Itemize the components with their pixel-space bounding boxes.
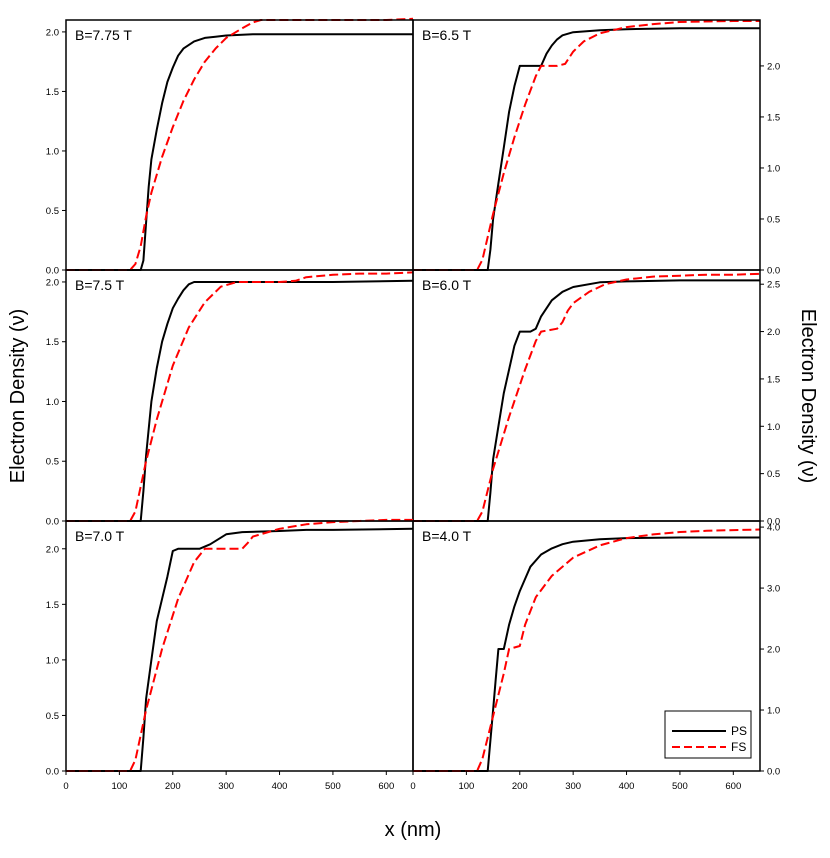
panel-2-ytick-label: 1.5 <box>767 112 780 123</box>
panel-6-xtick-label: 0 <box>410 781 415 792</box>
panel-5-series-fs <box>66 518 413 772</box>
x-axis-label: x (nm) <box>385 819 442 841</box>
panel-6-xtick-label: 400 <box>619 781 635 792</box>
panel-3-series-fs <box>66 271 414 522</box>
panel-1-frame <box>65 19 414 271</box>
panel-5-xtick-label: 500 <box>325 781 341 792</box>
legend-ps-label: PS <box>731 724 747 738</box>
panel-2-series-fs <box>413 20 760 271</box>
panel-3-frame <box>65 269 414 522</box>
panel-2-ytick-label: 0.0 <box>767 266 780 277</box>
panel-5-frame <box>65 520 414 772</box>
panel-4-ytick-label: 1.5 <box>767 374 780 385</box>
panel-6-ytick-label: 1.0 <box>767 706 780 717</box>
panel-5-ytick-label: 1.5 <box>46 600 59 611</box>
legend: PS FS <box>664 710 752 759</box>
panel-5-field-label: B=7.0 T <box>75 528 125 544</box>
panel-1-ytick-label: 0.0 <box>46 266 59 277</box>
panel-3-series-ps <box>66 279 414 522</box>
panel-4-series-fs <box>413 272 761 522</box>
panel-1-field-label: B=7.75 T <box>75 27 132 43</box>
panel-3-field-label: B=7.5 T <box>75 277 125 293</box>
panel-1-series-fs <box>66 17 414 271</box>
panel-6-xtick-label: 100 <box>458 781 474 792</box>
panel-6-field-label: B=4.0 T <box>422 528 472 544</box>
panel-5-ytick-label: 0.5 <box>46 711 59 722</box>
panel-5-xtick-label: 200 <box>165 781 181 792</box>
panel-4-series-ps <box>413 279 760 522</box>
panel-4-frame <box>412 269 761 522</box>
legend-box <box>664 710 752 759</box>
panel-1-ytick-label: 2.0 <box>46 27 59 38</box>
panel-6-series-ps <box>413 536 760 772</box>
panel-5-ytick-label: 2.0 <box>46 544 59 555</box>
panel-1-ytick-label: 1.0 <box>46 146 59 157</box>
panel-1-ytick-label: 1.5 <box>46 87 59 98</box>
panel-1-ytick-label: 0.5 <box>46 206 59 217</box>
panel-6-ytick-label: 3.0 <box>767 584 780 595</box>
panel-6-xtick-label: 200 <box>512 781 528 792</box>
legend-fs-label: FS <box>731 740 746 754</box>
panel-5-series-ps <box>66 527 414 772</box>
panel-5-xtick-label: 0 <box>63 781 68 792</box>
panel-2-ytick-label: 1.0 <box>767 163 780 174</box>
panel-2-ytick-label: 2.0 <box>767 61 780 72</box>
panel-5-xtick-label: 600 <box>378 781 394 792</box>
panel-6-ytick-label: 2.0 <box>767 645 780 656</box>
panel-2-field-label: B=6.5 T <box>422 27 472 43</box>
panel-4-ytick-label: 1.0 <box>767 422 780 433</box>
y-axis-label-left: Electron Density (ν) <box>7 309 29 484</box>
panel-2-series-ps <box>413 27 760 271</box>
panel-2-frame <box>412 19 761 271</box>
panel-4-ytick-label: 2.0 <box>767 327 780 338</box>
panel-4-ytick-label: 2.5 <box>767 280 780 291</box>
panel-4-ytick-label: 0.0 <box>767 517 780 528</box>
panel-6-ytick-label: 0.0 <box>767 767 780 778</box>
panel-4-field-label: B=6.0 T <box>422 277 472 293</box>
panel-2-ytick-label: 0.5 <box>767 214 780 225</box>
panel-6-series-fs <box>413 528 761 772</box>
panel-4-ytick-label: 0.5 <box>767 469 780 480</box>
panel-6-xtick-label: 600 <box>725 781 741 792</box>
panel-6-frame <box>412 520 761 772</box>
panel-3-ytick-label: 1.0 <box>46 397 59 408</box>
panel-5-xtick-label: 300 <box>218 781 234 792</box>
panel-3-ytick-label: 0.5 <box>46 457 59 468</box>
panel-6-xtick-label: 500 <box>672 781 688 792</box>
panel-3-ytick-label: 1.5 <box>46 337 59 348</box>
panels-group: 0.0 0.5 1.0 1.5 2.0 B=7.75 T 0.0 0.5 1.0 1.5 2.0 B=… <box>46 17 780 792</box>
panel-5-ytick-label: 0.0 <box>46 767 59 778</box>
panel-6-ytick-label: 4.0 <box>767 523 780 534</box>
panel-3-ytick-label: 0.0 <box>46 517 59 528</box>
panel-3-ytick-label: 2.0 <box>46 277 59 288</box>
panel-5-xtick-label: 100 <box>111 781 127 792</box>
panel-1-series-ps <box>66 33 413 271</box>
panel-6-xtick-label: 300 <box>565 781 581 792</box>
panel-5-xtick-label: 400 <box>272 781 288 792</box>
y-axis-label-right: Electron Density (ν) <box>797 309 819 484</box>
panel-5-ytick-label: 1.0 <box>46 655 59 666</box>
